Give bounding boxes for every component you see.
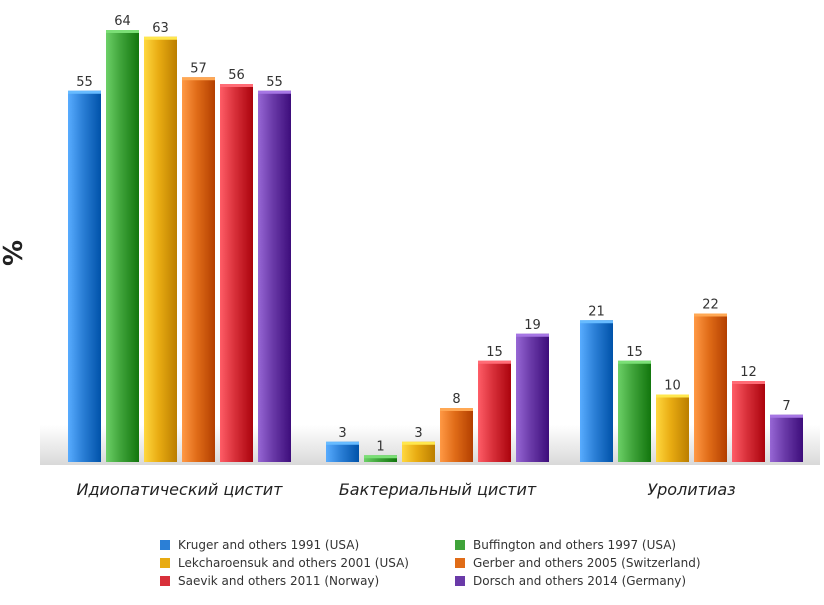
value-label: 56 xyxy=(228,68,245,83)
value-label: 21 xyxy=(588,304,605,319)
legend-label: Dorsch and others 2014 (Germany) xyxy=(473,574,687,588)
bar xyxy=(694,313,727,462)
category-label: Уролитиаз xyxy=(647,480,735,499)
bar xyxy=(656,394,689,462)
legend-item: Lekcharoensuk and others 2001 (USA) xyxy=(160,556,409,570)
legend-item: Saevik and others 2011 (Norway) xyxy=(160,574,379,588)
bar-top xyxy=(770,414,803,418)
legend-swatch xyxy=(160,576,170,586)
bar-top xyxy=(106,30,139,33)
value-label: 3 xyxy=(338,426,346,441)
value-label: 63 xyxy=(152,21,169,36)
value-label: 12 xyxy=(740,365,757,380)
bar-top xyxy=(144,36,177,40)
value-label: 55 xyxy=(266,75,283,90)
bar xyxy=(516,333,549,462)
value-label: 7 xyxy=(782,399,790,414)
value-label: 55 xyxy=(76,75,93,90)
bar xyxy=(440,408,473,462)
legend-label: Saevik and others 2011 (Norway) xyxy=(178,574,380,588)
value-labels-group: 55 64 63 57 56 55 3 1 3 8 15 19 21 15 10 22 12 7 xyxy=(76,14,790,454)
y-axis-label: % xyxy=(0,240,29,266)
bar xyxy=(258,90,291,462)
legend-item: Gerber and others 2005 (Switzerland) xyxy=(455,556,701,570)
value-label: 22 xyxy=(702,298,719,313)
bar-top xyxy=(694,313,727,317)
bar-top xyxy=(68,90,101,94)
legend-label: Kruger and others 1991 (USA) xyxy=(178,538,360,552)
bar-top xyxy=(326,441,359,445)
legend-swatch xyxy=(160,558,170,568)
value-label: 3 xyxy=(414,426,422,441)
legend-swatch xyxy=(455,540,465,550)
bar xyxy=(106,30,139,462)
legend-item: Buffington and others 1997 (USA) xyxy=(455,538,676,552)
value-label: 8 xyxy=(452,392,460,407)
bar-top xyxy=(402,441,435,445)
bar-top xyxy=(618,360,651,364)
bar xyxy=(68,90,101,462)
value-label: 19 xyxy=(524,318,541,333)
bar xyxy=(580,320,613,462)
bar-top xyxy=(516,333,549,337)
bar-top xyxy=(478,360,511,364)
bar-top xyxy=(440,408,473,411)
bar-top xyxy=(580,320,613,324)
value-label: 15 xyxy=(486,345,503,360)
legend-swatch xyxy=(160,540,170,550)
bar xyxy=(770,414,803,462)
bar xyxy=(182,77,215,462)
bar-top xyxy=(656,394,689,398)
legend-item: Dorsch and others 2014 (Germany) xyxy=(455,574,686,588)
value-label: 1 xyxy=(376,439,384,454)
category-labels-group: Идиопатический цистит Бактериальный цисти… xyxy=(77,480,736,499)
legend-swatch xyxy=(455,576,465,586)
bar-top xyxy=(182,77,215,81)
bar xyxy=(144,36,177,462)
bar xyxy=(478,360,511,462)
bar xyxy=(220,84,253,462)
bars-group xyxy=(68,30,803,462)
bar-top xyxy=(732,381,765,384)
bar xyxy=(364,455,397,462)
bar xyxy=(326,441,359,462)
bar xyxy=(618,360,651,462)
legend-label: Gerber and others 2005 (Switzerland) xyxy=(473,556,701,570)
bar-top xyxy=(258,90,291,94)
bar xyxy=(732,381,765,462)
category-label: Бактериальный цистит xyxy=(339,480,537,499)
value-label: 57 xyxy=(190,61,207,76)
category-label: Идиопатический цистит xyxy=(77,480,284,499)
bar xyxy=(402,441,435,462)
legend-swatch xyxy=(455,558,465,568)
bar-top xyxy=(364,455,397,459)
value-label: 10 xyxy=(664,379,681,394)
value-label: 64 xyxy=(114,14,131,29)
value-label: 15 xyxy=(626,345,643,360)
legend-label: Buffington and others 1997 (USA) xyxy=(473,538,677,552)
legend-label: Lekcharoensuk and others 2001 (USA) xyxy=(178,556,409,570)
bar-top xyxy=(220,84,253,87)
legend-item: Kruger and others 1991 (USA) xyxy=(160,538,359,552)
